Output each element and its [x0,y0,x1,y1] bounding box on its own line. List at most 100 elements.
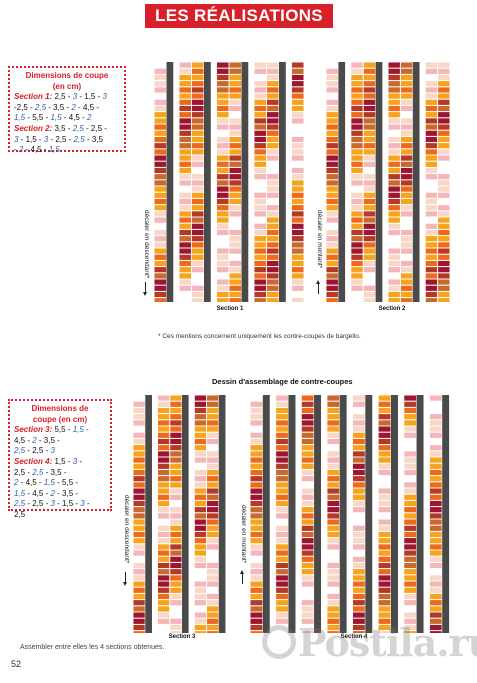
fabric-block [179,204,192,211]
fabric-block [194,562,207,569]
fabric-block [169,395,182,402]
fabric-block [350,272,364,279]
fabric-block [425,74,438,81]
fabric-block [133,494,146,501]
fabric-block [363,167,376,174]
fabric-block [425,93,438,100]
fabric-block [326,444,340,451]
fabric-block [191,235,204,242]
fabric-block [157,444,170,451]
fabric-block [363,105,376,112]
dimension-value: 3 [43,134,49,144]
fabric-block [388,279,401,286]
fabric-block [326,605,340,612]
fabric-block [206,531,219,538]
dimension-line: 4,5 - 2 - 3,5 - [14,436,106,447]
fabric-block [425,105,438,112]
dark-stripe [204,62,211,302]
fabric-block [291,210,304,217]
fabric-block [363,155,376,162]
dimension-value: 2,5 [73,134,85,144]
dimension-line: 2,5 - 2,5 - 3 [14,446,106,457]
dimension-value: - [83,425,89,435]
fabric-block [403,605,417,612]
fabric-block [191,86,204,93]
fabric-block [301,401,314,408]
fabric-block [363,235,376,242]
fabric-block [250,587,263,594]
dimension-line: 1,5 - 5,5 - 1,5 - 4,5 - 2 [14,113,120,124]
fabric-block [363,210,376,217]
fabric-block [179,173,192,180]
fabric-block [429,568,443,575]
fabric-block [206,463,219,470]
dimension-value: 3 [80,499,85,509]
fabric-block [250,475,263,482]
fabric-block [400,217,413,224]
fabric-block [266,266,279,273]
fabric-block [154,235,167,242]
fabric-block [388,80,401,87]
fabric-block [363,297,376,302]
fabric-block [179,136,192,143]
fabric-block [229,74,242,81]
fabric-block [250,537,263,544]
fabric-block [291,93,304,100]
fabric-block [254,111,267,118]
fabric-block [266,161,279,168]
fabric-block [437,99,450,106]
fabric-block [157,512,170,519]
fabric-block [216,186,229,193]
dimension-value: 2,5 - [14,467,33,477]
fabric-block [378,605,391,612]
fabric-block [157,500,170,507]
fabric-block [191,279,204,286]
fabric-block [266,272,279,279]
fabric-block [133,574,146,581]
fabric-block [157,419,170,426]
fabric-block [403,543,417,550]
fabric-block [154,68,167,75]
fabric-block [437,198,450,205]
dimension-value: - 5,5 - [54,478,79,488]
dimension-value: - [77,456,83,466]
fabric-block [133,432,146,439]
fabric-block [326,630,340,633]
fabric-block [291,86,304,93]
fabric-block [169,605,182,612]
dimension-value: - 2,5 - [25,446,51,456]
fabric-block [291,130,304,137]
fabric-block [350,99,364,106]
fabric-block [400,161,413,168]
arrow-up-icon [240,570,244,584]
fabric-block [403,593,417,600]
fabric-block [326,155,339,162]
fabric-block [429,444,443,451]
fabric-block [275,506,289,513]
fabric-block [133,581,146,588]
fabric-block [400,266,413,273]
fabric-block [437,248,450,255]
dimension-value: - 3,5 [84,134,103,144]
fabric-block [229,130,242,137]
fabric-block [301,612,314,619]
fabric-block [266,210,279,217]
fabric-block [429,457,443,464]
fabric-block [194,481,207,488]
dimension-value: - 4,5 - [25,488,51,498]
fabric-block [254,260,267,267]
fabric-block [275,568,289,575]
fabric-block [301,407,314,414]
fabric-block [194,438,207,445]
fabric-block [425,136,438,143]
fabric-block [350,248,364,255]
fabric-block [378,413,391,420]
fabric-block [425,173,438,180]
fabric-block [191,124,204,131]
fabric-block [429,531,443,538]
fabric-block [378,481,391,488]
fabric-block [350,161,364,168]
fabric-block [350,210,364,217]
fabric-block [250,413,263,420]
fabric-block [229,167,242,174]
